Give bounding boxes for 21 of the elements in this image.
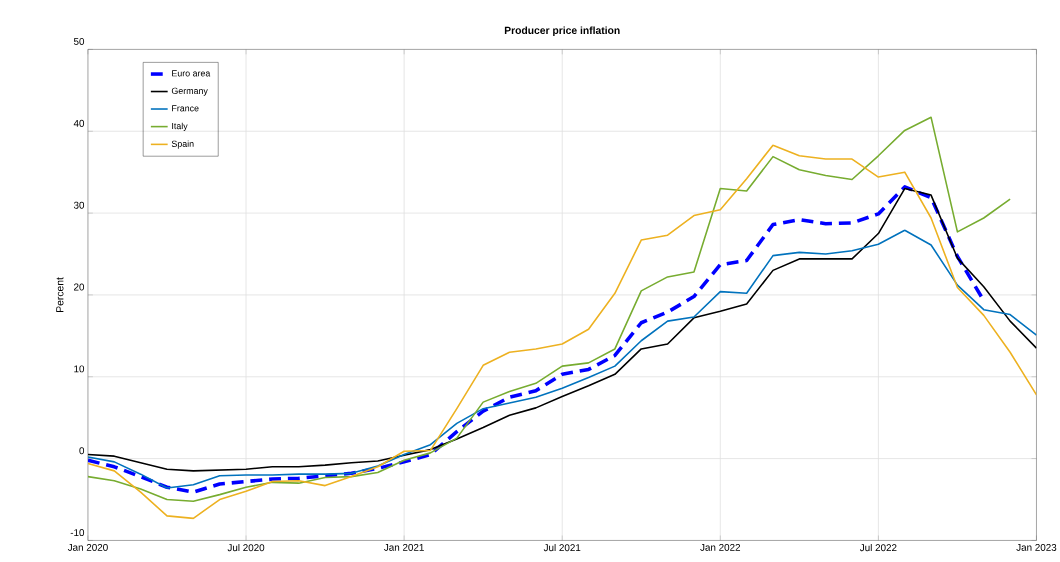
legend-label: Spain	[171, 140, 194, 149]
x-tick-label: Jul 2020	[227, 543, 265, 552]
x-tick-label: Jan 2020	[67, 543, 108, 551]
chart-title: Producer price inflation	[504, 26, 620, 36]
x-tick-label: Jul 2021	[543, 543, 581, 552]
y-tick-label: 0	[79, 447, 85, 455]
legend-label: Italy	[172, 122, 188, 131]
y-tick-label: 20	[74, 283, 85, 291]
y-tick-label: 30	[73, 201, 85, 209]
x-tick-label: Jan 2023	[1016, 543, 1057, 551]
y-tick-label: 40	[73, 119, 85, 127]
legend-label: France	[172, 105, 199, 112]
legend-label: Euro area	[172, 70, 211, 77]
x-tick-label: Jan 2021	[384, 543, 424, 551]
y-tick-label: 10	[74, 365, 85, 373]
x-tick-label: Jan 2022	[700, 543, 741, 551]
y-tick-label: 50	[73, 37, 85, 45]
x-tick-label: Jul 2022	[859, 543, 897, 552]
y-axis-title: Percent	[56, 277, 64, 312]
legend-label: Germany	[171, 87, 208, 96]
y-tick-label: -10	[70, 528, 85, 536]
